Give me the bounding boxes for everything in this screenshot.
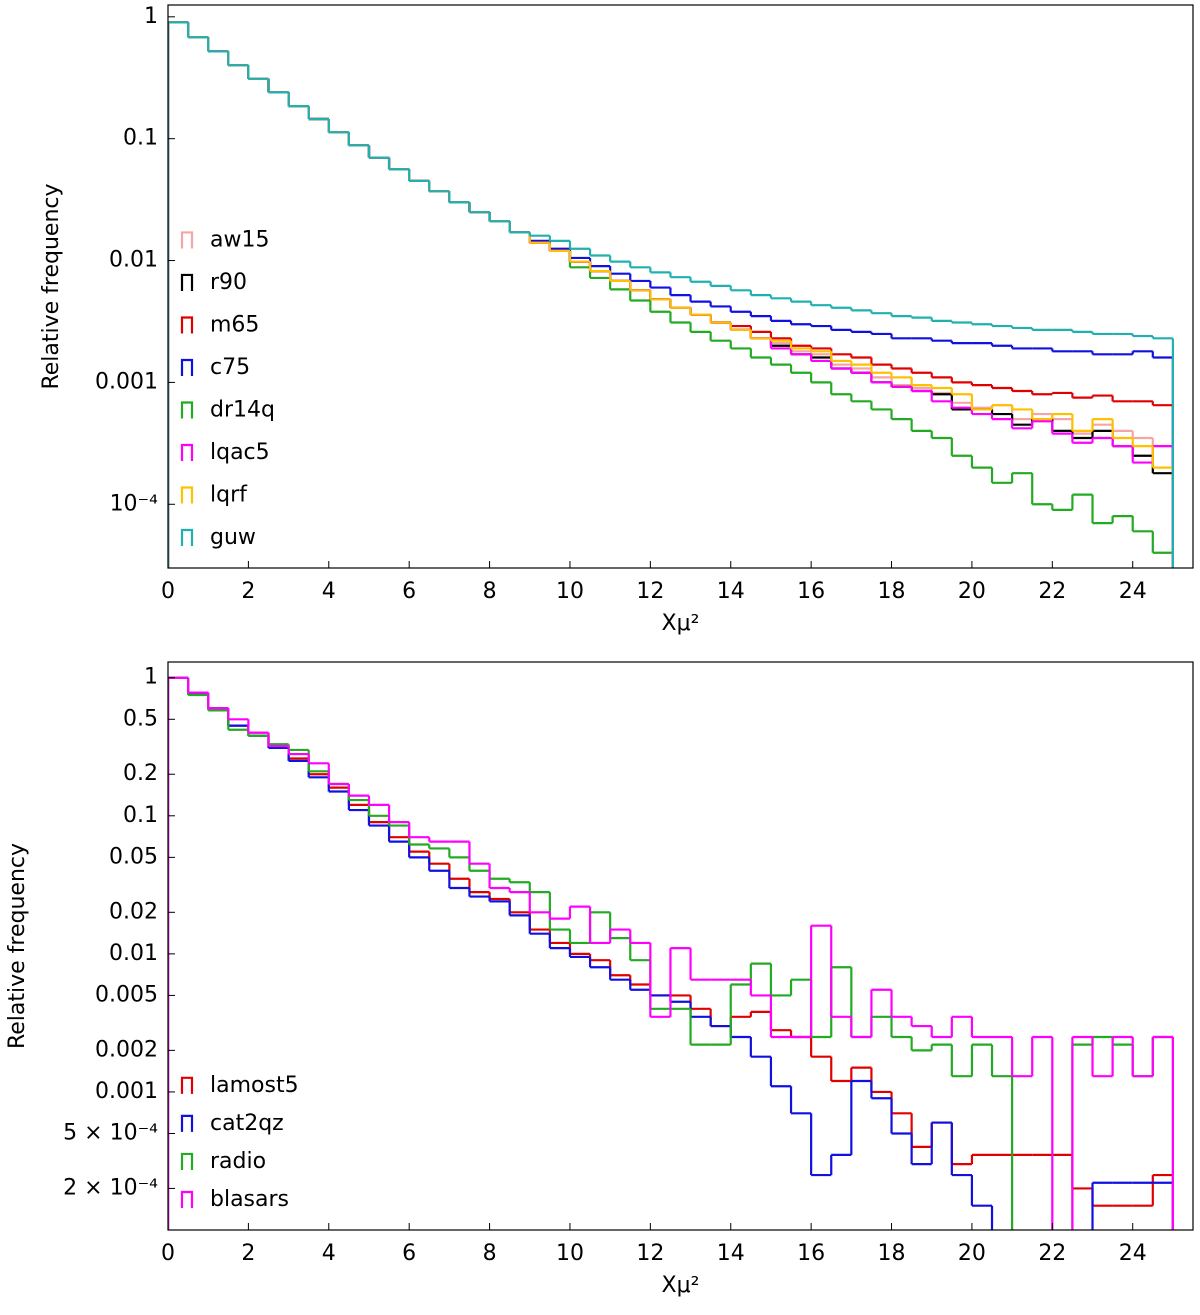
- x-tick-label: 8: [483, 1241, 497, 1266]
- legend-marker: [180, 528, 194, 546]
- legend-label: lamost5: [210, 1073, 299, 1098]
- x-tick-label: 22: [1038, 579, 1066, 604]
- plot-frame: [167, 4, 1194, 569]
- plot-area: [168, 676, 1175, 1230]
- x-tick-label: 8: [483, 579, 497, 604]
- plot-area: [168, 21, 1175, 568]
- x-tick-label: 16: [797, 579, 825, 604]
- x-tick-label: 14: [717, 579, 745, 604]
- series: [168, 676, 1175, 1230]
- y-tick-label: 0.05: [109, 844, 158, 869]
- x-tick-label: 6: [402, 579, 416, 604]
- y-tick-label: 0.005: [95, 982, 158, 1007]
- x-tick-label: 4: [322, 1241, 336, 1266]
- y-tick-label: 10⁻⁴: [110, 491, 159, 516]
- legend-marker: [180, 1076, 194, 1094]
- legend-marker: [180, 1152, 194, 1170]
- series: [168, 21, 1175, 568]
- y-tick-label: 0.2: [123, 761, 158, 786]
- plot-frame: [167, 661, 1194, 1231]
- y-tick-label: 1: [144, 665, 158, 690]
- x-tick-label: 24: [1119, 1241, 1147, 1266]
- y-tick-label: 0.01: [109, 941, 158, 966]
- x-tick-label: 12: [636, 1241, 664, 1266]
- y-tick-label: 5 × 10⁻⁴: [63, 1120, 158, 1145]
- legend-marker: [180, 1114, 194, 1132]
- legend-label: aw15: [210, 227, 269, 252]
- legend-label: m65: [210, 312, 259, 337]
- legend-marker: [180, 401, 194, 419]
- x-tick-label: 12: [636, 579, 664, 604]
- y-tick-label: 0.1: [123, 126, 158, 151]
- x-tick-label: 14: [717, 1241, 745, 1266]
- y-axis-label: Relative frequency: [39, 183, 64, 389]
- legend-label: radio: [210, 1149, 266, 1174]
- x-tick-label: 18: [878, 1241, 906, 1266]
- legend-marker: [180, 273, 194, 291]
- x-tick-label: 2: [241, 1241, 255, 1266]
- legend-marker: [180, 1190, 194, 1208]
- legend-marker: [180, 486, 194, 504]
- legend-label: cat2qz: [210, 1111, 284, 1136]
- y-tick-label: 1: [144, 4, 158, 29]
- legend-label: c75: [210, 355, 250, 380]
- y-tick-label: 0.5: [123, 706, 158, 731]
- y-axis-label: Relative frequency: [5, 843, 30, 1049]
- x-tick-label: 0: [161, 579, 175, 604]
- legend-label: blasars: [210, 1187, 289, 1212]
- legend-label: lqac5: [210, 440, 270, 465]
- legend-label: lqrf: [210, 482, 248, 507]
- x-tick-label: 4: [322, 579, 336, 604]
- y-tick-label: 0.1: [123, 803, 158, 828]
- x-tick-label: 20: [958, 1241, 986, 1266]
- x-tick-label: 20: [958, 579, 986, 604]
- x-tick-label: 6: [402, 1241, 416, 1266]
- x-tick-label: 18: [878, 579, 906, 604]
- legend-label: dr14q: [210, 397, 275, 422]
- x-tick-label: 16: [797, 1241, 825, 1266]
- x-tick-label: 22: [1038, 1241, 1066, 1266]
- y-tick-label: 0.01: [109, 248, 158, 273]
- legend-label: r90: [210, 270, 247, 295]
- series: [168, 21, 1175, 568]
- legend-label: guw: [210, 525, 256, 550]
- x-axis-label: Xμ²: [662, 611, 700, 636]
- x-axis-label: Xμ²: [662, 1273, 700, 1298]
- legend-marker: [180, 231, 194, 249]
- y-tick-label: 0.001: [95, 1079, 158, 1104]
- x-tick-label: 10: [556, 1241, 584, 1266]
- legend-marker: [180, 358, 194, 376]
- x-tick-label: 24: [1119, 579, 1147, 604]
- x-tick-label: 0: [161, 1241, 175, 1266]
- x-tick-label: 10: [556, 579, 584, 604]
- y-tick-label: 0.001: [95, 369, 158, 394]
- legend-marker: [180, 443, 194, 461]
- legend-marker: [180, 316, 194, 334]
- y-tick-label: 2 × 10⁻⁴: [63, 1175, 158, 1200]
- y-tick-label: 0.02: [109, 899, 158, 924]
- x-tick-label: 2: [241, 579, 255, 604]
- y-tick-label: 0.002: [95, 1037, 158, 1062]
